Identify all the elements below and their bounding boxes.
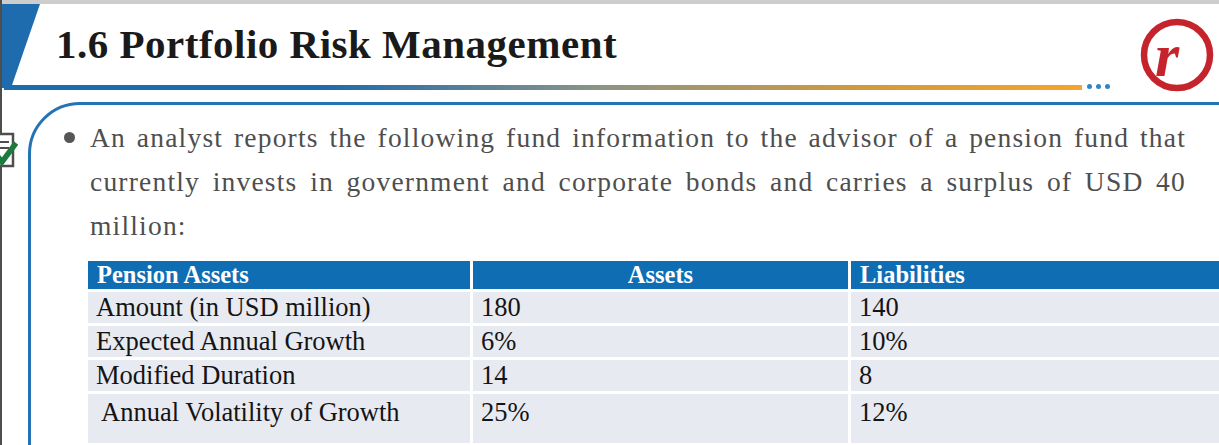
table-row: Amount (in USD million) 180 140 (88, 289, 1219, 323)
table-row: Annual Volatility of Growth 25% 12% (88, 391, 1219, 443)
ellipsis-dots-icon (1087, 84, 1110, 89)
brand-logo-icon: r (1138, 16, 1216, 94)
pension-table: Pension Assets Assets Liabilities Amount… (88, 261, 1219, 443)
assets-value: 25% (470, 391, 848, 443)
row-label: Annual Volatility of Growth (88, 391, 470, 443)
header-pension-assets: Pension Assets (88, 261, 470, 289)
liabilities-value: 10% (848, 323, 1219, 357)
liabilities-value: 140 (848, 289, 1219, 323)
row-label: Modified Duration (88, 357, 470, 391)
header-assets: Assets (470, 261, 848, 289)
bullet-paragraph: An analyst reports the following fund in… (90, 116, 1186, 248)
assets-value: 180 (470, 289, 848, 323)
svg-text:r: r (1155, 21, 1180, 89)
bullet-dot-icon (64, 132, 75, 143)
table-row: Expected Annual Growth 6% 10% (88, 323, 1219, 357)
pension-table-wrap: Pension Assets Assets Liabilities Amount… (88, 261, 1219, 443)
table-header-row: Pension Assets Assets Liabilities (88, 261, 1219, 289)
bullet-item: An analyst reports the following fund in… (64, 116, 1186, 248)
title-underline-rule (4, 85, 1082, 90)
assets-value: 6% (470, 323, 848, 357)
header-liabilities: Liabilities (848, 261, 1219, 289)
row-label: Expected Annual Growth (88, 323, 470, 357)
row-label: Amount (in USD million) (88, 289, 470, 323)
top-edge-strip (0, 0, 1219, 4)
liabilities-value: 12% (848, 391, 1219, 443)
table-row: Modified Duration 14 8 (88, 357, 1219, 391)
page-title: 1.6 Portfolio Risk Management (56, 20, 956, 68)
liabilities-value: 8 (848, 357, 1219, 391)
left-edge-strip (0, 0, 2, 445)
assets-value: 14 (470, 357, 848, 391)
corner-triangle-accent (2, 4, 40, 88)
document-check-icon (0, 131, 20, 173)
slide: 1.6 Portfolio Risk Management r An analy… (0, 0, 1219, 445)
